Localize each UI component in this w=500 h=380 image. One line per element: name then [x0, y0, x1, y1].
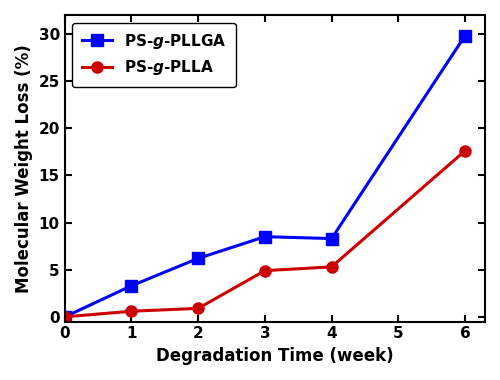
PS-g-PLLGA — [462, 33, 468, 38]
PS-g-PLLGA — [128, 283, 134, 288]
PS-g-PLLGA — [62, 315, 68, 319]
X-axis label: Degradation Time (week): Degradation Time (week) — [156, 347, 394, 365]
Line: PS-g-PLLGA: PS-g-PLLGA — [59, 30, 470, 322]
Legend: PS-$\bfit{g}$-PLLGA, PS-$\bfit{g}$-PLLA: PS-$\bfit{g}$-PLLGA, PS-$\bfit{g}$-PLLA — [72, 23, 236, 87]
PS-g-PLLGA — [195, 256, 201, 261]
PS-g-PLLA — [328, 264, 334, 269]
PS-g-PLLA — [262, 268, 268, 273]
PS-g-PLLA — [195, 306, 201, 311]
PS-g-PLLA — [128, 309, 134, 314]
Line: PS-g-PLLA: PS-g-PLLA — [59, 145, 470, 322]
PS-g-PLLGA — [328, 236, 334, 241]
PS-g-PLLA — [62, 315, 68, 319]
PS-g-PLLGA — [262, 234, 268, 239]
Y-axis label: Molecular Weight Loss (%): Molecular Weight Loss (%) — [15, 44, 33, 293]
PS-g-PLLA — [462, 149, 468, 153]
